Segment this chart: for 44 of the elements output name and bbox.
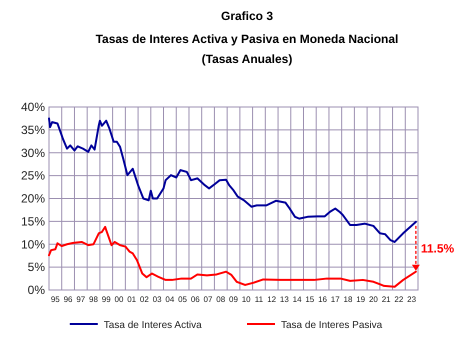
x-tick-label: 00 [114,295,124,304]
line-series [48,117,417,243]
x-tick-label: 97 [76,295,86,304]
x-tick-label: 20 [368,295,378,304]
x-tick-label: 96 [64,295,74,304]
x-tick-label: 16 [318,295,328,304]
x-tick-label: 98 [89,295,98,304]
y-tick-label: 20% [20,192,46,206]
y-tick-label: 15% [20,214,46,228]
x-tick-label: 19 [356,295,366,304]
x-tick-label: 03 [152,295,162,304]
y-tick-label: 10% [20,237,46,252]
y-tick-label: 30% [20,146,46,160]
x-tick-label: 11 [254,295,264,304]
legend-label: Tasa de Interes Activa [104,320,202,331]
y-tick-label: 0% [28,283,46,297]
x-tick-label: 04 [165,295,175,304]
y-tick-label: 35% [20,122,46,137]
chart-subtitle: Tasas de Interes Activa y Pasiva en Moneda Nacional (Tasas Anuales) [96,32,398,66]
x-tick-label: 01 [127,295,137,304]
chart-title: Grafico 3 [220,9,274,23]
x-tick-label: 08 [216,295,226,304]
y-tick-label: 25% [20,168,46,183]
x-tick-label: 02 [140,295,150,304]
x-tick-label: 21 [382,295,392,304]
x-tick-label: 22 [394,295,404,304]
x-tick-label: 15 [305,295,315,304]
text: 11.5% [420,241,455,256]
x-tick-label: 95 [50,295,60,304]
x-tick-label: 14 [292,295,302,304]
x-tick-label: 99 [102,295,112,304]
x-tick-label: 23 [407,295,417,304]
x-tick-label: 06 [190,295,200,304]
x-tick-label: 07 [204,295,213,304]
x-tick-label: 17 [330,295,340,304]
x-tick-label: 13 [280,295,290,304]
y-tick-label: 5% [28,260,46,274]
x-tick-label: 09 [229,295,238,304]
x-tick-label: 10 [242,295,252,304]
x-tick-label: 18 [344,295,353,304]
y-tick-label: 40% [20,100,46,114]
legend-label: Tasa de Interes Pasiva [281,320,383,331]
x-tick-label: 12 [267,295,277,304]
x-tick-label: 05 [178,295,188,304]
